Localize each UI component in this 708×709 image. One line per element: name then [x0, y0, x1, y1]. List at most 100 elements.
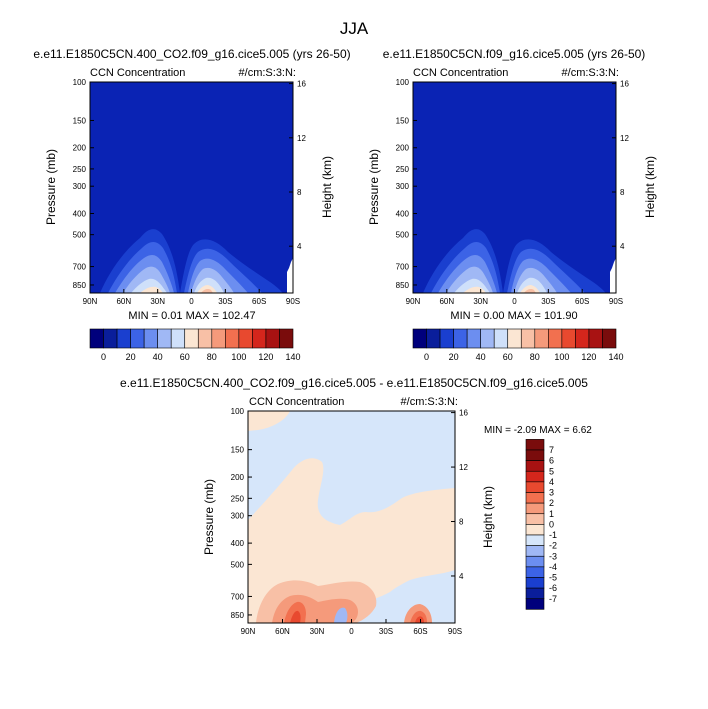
- colorbar-swatch: [525, 502, 545, 515]
- colorbar-label: 60: [180, 352, 190, 362]
- panel-top-right: e.e11.E1850C5CN.f09_g16.cice5.005 (yrs 2…: [367, 47, 657, 362]
- colorbar-swatch: [525, 513, 545, 525]
- colorbar: 0 20 40 60 80 100 120 140: [89, 328, 301, 362]
- y-tick-label: 300: [396, 182, 410, 191]
- colorbar-label: 80: [207, 352, 217, 362]
- y-right-tick-label: 16: [459, 409, 468, 418]
- colorbar-swatch: [170, 328, 186, 349]
- y-tick-label: 300: [73, 182, 87, 191]
- panel-title: e.e11.E1850C5CN.400_CO2.f09_g16.cice5.00…: [33, 47, 350, 61]
- x-tick-label: 60S: [413, 627, 427, 636]
- y-tick-label: 850: [73, 281, 87, 290]
- colorbar-label: 20: [449, 352, 459, 362]
- colorbar-label: 5: [549, 466, 554, 476]
- x-tick-label: 0: [189, 297, 194, 306]
- y-tick-label: 850: [231, 611, 245, 620]
- y-tick-label: 700: [73, 263, 87, 272]
- y-tick-label: 100: [396, 78, 410, 87]
- y-tick-label: 200: [73, 144, 87, 153]
- y-tick-label: 700: [396, 263, 410, 272]
- panel-left-label: CCN Concentration: [249, 396, 344, 408]
- colorbar-swatch: [211, 328, 226, 349]
- colorbar-label: -1: [549, 530, 557, 540]
- colorbar-swatch: [525, 545, 545, 557]
- x-tick-label: 60S: [252, 297, 266, 306]
- colorbar-swatch: [225, 328, 240, 349]
- y-tick-label: 400: [73, 209, 87, 218]
- colorbar-label: -5: [549, 573, 557, 583]
- colorbar-swatch: [588, 328, 603, 349]
- colorbar-swatch: [439, 328, 454, 349]
- x-tick-label: 60S: [575, 297, 589, 306]
- y-tick-label: 500: [396, 231, 410, 240]
- panel-bottom-difference: e.e11.E1850C5CN.400_CO2.f09_g16.cice5.00…: [120, 376, 592, 636]
- colorbar-label: 120: [258, 352, 273, 362]
- axis-ticks: 100 150 200 250 300 400 500 700 850 16 12 8 4 90N 60N 3…: [231, 407, 469, 636]
- y-axis-label: Pressure (mb): [44, 149, 58, 225]
- colorbar-swatch: [525, 587, 545, 600]
- contour-level: [524, 289, 536, 293]
- colorbar-label: 140: [608, 352, 623, 362]
- colorbar-label: -7: [549, 594, 557, 604]
- topography-mask: [610, 258, 616, 293]
- panel-title: e.e11.E1850C5CN.f09_g16.cice5.005 (yrs 2…: [383, 47, 646, 61]
- x-tick-label: 30N: [150, 297, 165, 306]
- colorbar-label: 120: [581, 352, 596, 362]
- colorbar-label: 0: [424, 352, 429, 362]
- y-right-tick-label: 4: [459, 572, 464, 581]
- colorbar-swatch: [157, 328, 172, 349]
- colorbar-swatch: [143, 328, 158, 349]
- contour-field: [90, 82, 293, 293]
- colorbar-swatch: [89, 328, 104, 349]
- colorbar-label: 80: [530, 352, 540, 362]
- colorbar-swatch: [525, 524, 545, 536]
- y-tick-label: 200: [396, 144, 410, 153]
- colorbar-label: -3: [549, 551, 557, 561]
- colorbar-label: -2: [549, 541, 557, 551]
- colorbar-swatch: [466, 328, 481, 349]
- colorbar-swatch: [197, 328, 213, 349]
- colorbar-swatch: [525, 555, 545, 568]
- contour-level: [415, 616, 424, 623]
- y-tick-label: 500: [231, 560, 245, 569]
- panel-top-left: e.e11.E1850C5CN.400_CO2.f09_g16.cice5.00…: [33, 47, 350, 362]
- y-axis-right-label: Height (km): [481, 486, 495, 548]
- colorbar-swatch: [525, 492, 545, 504]
- panel-unit-label: #/cm:S:3:N:: [401, 396, 458, 408]
- colorbar-swatch: [103, 328, 118, 349]
- colorbar-label: 0: [101, 352, 106, 362]
- panel-title: e.e11.E1850C5CN.400_CO2.f09_g16.cice5.00…: [120, 376, 588, 390]
- colorbar-swatch: [252, 328, 267, 349]
- y-tick-label: 250: [396, 165, 410, 174]
- colorbar-swatch: [116, 328, 131, 349]
- y-axis-label: Pressure (mb): [367, 149, 381, 225]
- colorbar-swatch: [265, 328, 280, 349]
- y-right-tick-label: 8: [459, 518, 464, 527]
- contour-field: [413, 82, 616, 293]
- panel-unit-label: #/cm:S:3:N:: [562, 67, 619, 79]
- x-tick-label: 90N: [406, 297, 421, 306]
- y-right-tick-label: 4: [297, 242, 302, 251]
- x-tick-label: 30S: [218, 297, 232, 306]
- colorbar-label: -6: [549, 583, 557, 593]
- y-tick-label: 400: [231, 539, 245, 548]
- y-tick-label: 150: [396, 116, 410, 125]
- y-right-tick-label: 4: [620, 242, 625, 251]
- stats-text: MIN = -2.09 MAX = 6.62: [484, 425, 592, 436]
- colorbar: 0 20 40 60 80 100 120 140: [412, 328, 624, 362]
- colorbar-swatch: [525, 439, 545, 451]
- topography-mask: [287, 258, 293, 293]
- y-tick-label: 100: [231, 407, 245, 416]
- y-right-tick-label: 8: [297, 188, 302, 197]
- contour-level: [520, 285, 540, 293]
- y-axis-right-label: Height (km): [643, 156, 657, 218]
- colorbar-swatch: [507, 328, 522, 349]
- colorbar-label: 6: [549, 456, 554, 466]
- colorbar-swatch: [426, 328, 441, 349]
- y-right-tick-label: 12: [459, 463, 468, 472]
- stats-text: MIN = 0.01 MAX = 102.47: [128, 310, 255, 322]
- panel-unit-label: #/cm:S:3:N:: [239, 67, 296, 79]
- colorbar-swatch: [561, 328, 576, 349]
- colorbar-swatch: [525, 534, 545, 546]
